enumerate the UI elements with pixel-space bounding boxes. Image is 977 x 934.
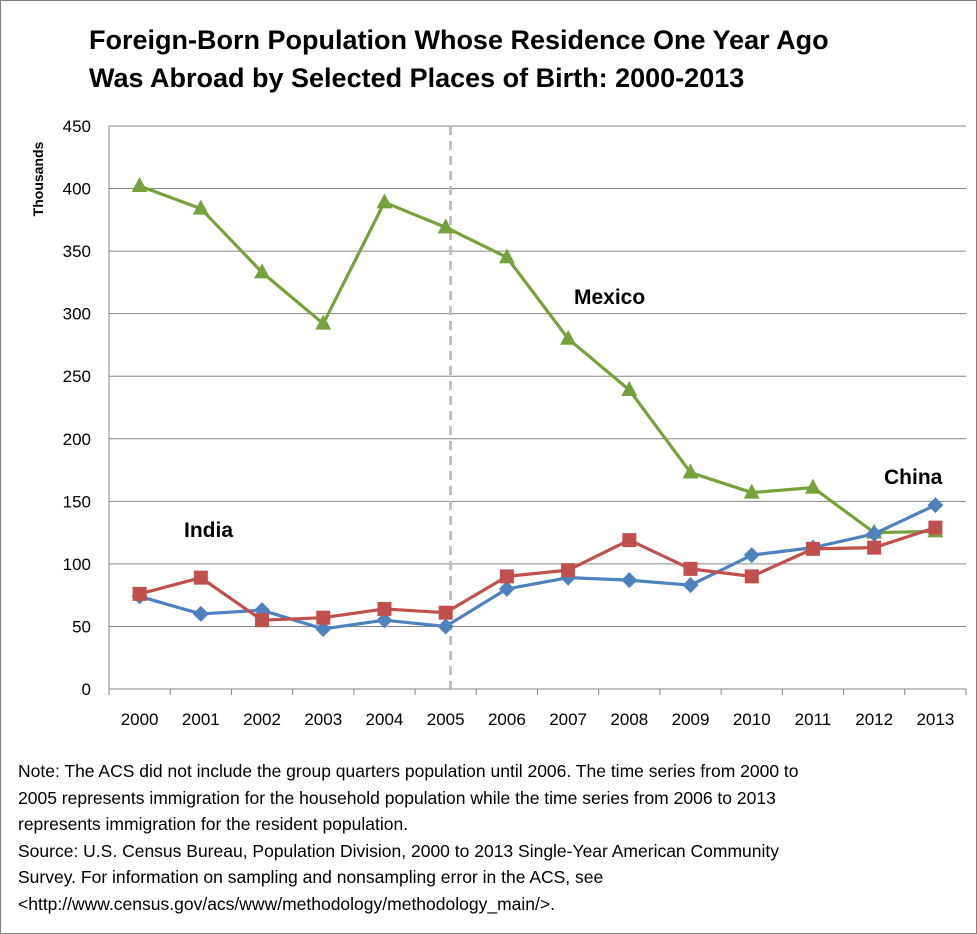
note-line-1: Note: The ACS did not include the group … bbox=[18, 761, 799, 781]
x-tick-label: 2004 bbox=[366, 710, 404, 729]
data-point-mexico-2003 bbox=[315, 314, 332, 330]
data-point-mexico-2001 bbox=[192, 199, 209, 215]
data-point-china-2007 bbox=[561, 563, 576, 578]
x-tick-label: 2013 bbox=[916, 710, 954, 729]
data-point-india-2010 bbox=[743, 547, 760, 564]
series-line-china bbox=[139, 526, 936, 622]
chart-title: Foreign-Born Population Whose Residence … bbox=[89, 21, 949, 97]
data-point-india-2003 bbox=[315, 620, 332, 637]
data-point-mexico-2002 bbox=[254, 263, 271, 279]
chart-notes: Note: The ACS did not include the group … bbox=[18, 758, 968, 917]
data-point-china-2008 bbox=[622, 533, 637, 548]
source-line-1: Source: U.S. Census Bureau, Population D… bbox=[18, 840, 780, 861]
data-point-china-2006 bbox=[499, 569, 514, 584]
x-tick-label: 2007 bbox=[549, 710, 587, 729]
x-tick-label: 2006 bbox=[488, 710, 526, 729]
gridlines bbox=[109, 125, 966, 689]
data-point-india-2004 bbox=[376, 612, 393, 629]
data-point-china-2005 bbox=[438, 605, 453, 620]
note-line-2: 2005 represents immigration for the hous… bbox=[18, 787, 776, 808]
data-point-india-2013 bbox=[927, 497, 944, 514]
data-point-china-2011 bbox=[805, 541, 820, 556]
line-chart: 0 50 100 150 200 250 300 350 400 450 2000 2001 2002 2… bbox=[30, 117, 967, 729]
y-axis-label: Thousands bbox=[30, 141, 46, 216]
data-point-india-2006 bbox=[498, 580, 515, 597]
x-tick-label: 2000 bbox=[121, 710, 159, 729]
x-tick-label: 2002 bbox=[243, 710, 281, 729]
data-point-mexico-2005 bbox=[437, 218, 454, 234]
y-tick-label: 0 bbox=[82, 680, 91, 699]
data-point-china-2003 bbox=[316, 610, 331, 625]
x-tick-label: 2010 bbox=[733, 710, 771, 729]
y-tick-label: 350 bbox=[63, 242, 91, 261]
series-lines bbox=[131, 177, 944, 637]
y-tick-label: 450 bbox=[63, 117, 91, 136]
data-point-china-2010 bbox=[744, 569, 759, 584]
data-point-china-2009 bbox=[683, 561, 698, 576]
data-point-mexico-2000 bbox=[131, 177, 148, 193]
y-tick-label: 250 bbox=[63, 367, 91, 386]
chart-title-line-1: Foreign-Born Population Whose Residence … bbox=[89, 25, 829, 55]
y-tick-label: 100 bbox=[63, 555, 91, 574]
data-point-china-2012 bbox=[867, 540, 882, 555]
x-tick-label: 2001 bbox=[182, 710, 220, 729]
data-point-india-2008 bbox=[621, 572, 638, 589]
x-tick-label: 2009 bbox=[672, 710, 710, 729]
y-tick-label: 400 bbox=[63, 180, 91, 199]
data-point-india-2012 bbox=[866, 525, 883, 542]
y-tick-label: 200 bbox=[63, 430, 91, 449]
x-tick-label: 2005 bbox=[427, 710, 465, 729]
y-tick-label: 300 bbox=[63, 305, 91, 324]
note-line-3: represents immigration for the resident … bbox=[18, 814, 409, 834]
data-point-india-2005 bbox=[437, 618, 454, 635]
y-tick-label: 150 bbox=[63, 492, 91, 511]
data-point-mexico-2006 bbox=[498, 248, 515, 264]
chart-title-line-2: Was Abroad by Selected Places of Birth: … bbox=[89, 63, 745, 93]
x-tick-label: 2011 bbox=[795, 710, 832, 729]
data-point-mexico-2007 bbox=[560, 329, 577, 345]
data-point-china-2002 bbox=[255, 613, 270, 628]
data-point-india-2009 bbox=[682, 577, 699, 594]
chart-labels: Thousands Mexico India China bbox=[30, 141, 943, 542]
x-tick-label: 2008 bbox=[610, 710, 648, 729]
x-tick-label: 2003 bbox=[304, 710, 342, 729]
data-point-india-2001 bbox=[192, 605, 209, 622]
series-line-mexico bbox=[139, 184, 936, 535]
annotation-china: China bbox=[884, 466, 943, 489]
data-point-mexico-2011 bbox=[804, 478, 821, 494]
axes: 0 50 100 150 200 250 300 350 400 450 2000 2001 2002 2… bbox=[63, 117, 967, 729]
data-point-mexico-2010 bbox=[743, 483, 760, 499]
data-point-mexico-2009 bbox=[682, 463, 699, 479]
data-point-china-2000 bbox=[132, 586, 147, 601]
data-point-china-2004 bbox=[377, 601, 392, 616]
source-line-3: <http://www.census.gov/acs/www/methodolo… bbox=[18, 893, 555, 914]
data-point-mexico-2008 bbox=[621, 380, 638, 396]
source-line-2: Survey. For information on sampling and … bbox=[18, 867, 604, 887]
y-tick-label: 50 bbox=[72, 617, 91, 636]
annotation-india: India bbox=[184, 519, 233, 542]
annotation-mexico: Mexico bbox=[574, 286, 645, 309]
data-point-china-2013 bbox=[928, 520, 943, 535]
data-point-china-2001 bbox=[193, 570, 208, 585]
x-tick-label: 2012 bbox=[855, 710, 893, 729]
series-line-india bbox=[139, 503, 937, 631]
data-point-mexico-2004 bbox=[376, 193, 393, 209]
